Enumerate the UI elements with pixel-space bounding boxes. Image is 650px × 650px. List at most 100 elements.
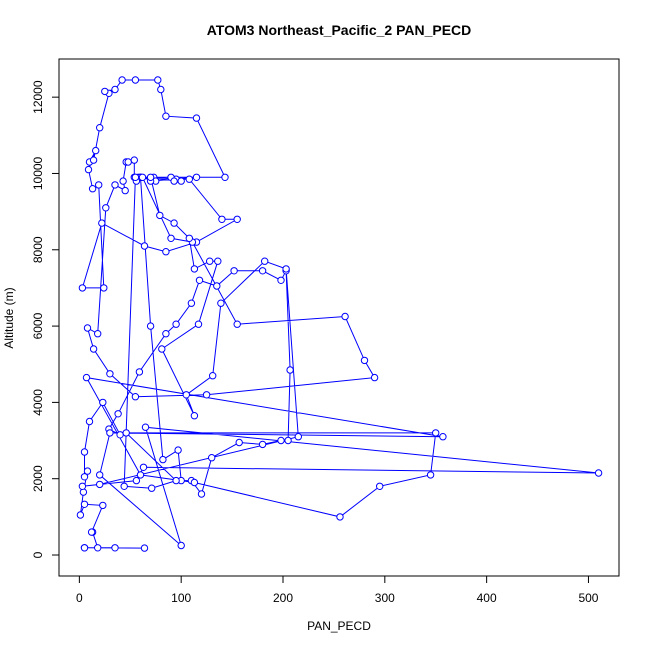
data-point [116,431,124,439]
data-point [258,440,267,449]
data-point [124,158,132,166]
data-point [148,484,156,492]
data-point [78,284,87,292]
data-point [78,482,87,490]
data-point [140,242,149,250]
y-tick-label: 2000 [31,465,45,492]
data-point [120,482,128,490]
y-axis-label: Altitude (m) [2,287,16,348]
y-tick-label: 4000 [31,389,45,416]
data-point [111,85,119,94]
data-point [170,177,178,185]
data-point [83,467,92,475]
data-point [146,173,155,182]
data-point [89,156,98,164]
data-point [197,490,206,498]
data-point [99,501,107,510]
data-point [206,257,214,265]
data-point [135,368,144,376]
data-point [172,320,180,328]
data-point [376,482,384,490]
data-point [439,433,447,441]
x-axis-label: PAN_PECD [307,619,371,633]
data-point [139,463,148,471]
data-point [121,186,129,195]
data-point [106,370,114,378]
data-point [185,175,194,183]
data-point [156,211,164,220]
data-point [84,165,93,174]
data-point [432,429,440,437]
data-point [138,173,147,182]
data-point [96,124,104,132]
data-point [80,544,89,552]
data-point [157,85,165,94]
data-point [88,185,97,193]
x-axis: 0 100 200 300 400 500 [76,575,599,605]
x-tick-label: 0 [76,591,83,605]
data-point [194,320,203,328]
data-point [130,156,139,164]
data-point [92,146,100,155]
data-point [162,112,170,120]
data-point [190,412,199,420]
x-tick-label: 400 [477,591,497,605]
data-point [294,433,302,441]
data-point [96,471,104,479]
data-point [214,257,222,265]
data-point [261,257,269,265]
x-tick-label: 300 [375,591,395,605]
data-point [95,181,103,189]
chart-title: ATOM3 Northeast_Pacific_2 PAN_PECD [207,22,472,38]
data-point [177,541,185,550]
data-point [131,393,140,401]
data-point [118,76,126,84]
data-point [146,322,155,330]
data-point [170,219,178,227]
data-point [360,356,369,365]
y-tick-label: 8000 [31,236,45,263]
y-tick-label: 6000 [31,312,45,339]
y-tick-label: 12000 [31,80,45,114]
data-point [182,391,191,399]
data-point [136,471,145,479]
data-point [202,391,211,399]
y-axis: 0 2000 4000 6000 8000 10000 12000 [31,80,60,558]
data-point [185,234,194,243]
data-point [277,436,285,445]
data-point [141,423,150,431]
data-point [100,284,108,292]
data-point [162,330,170,338]
data-point [336,513,344,521]
data-point [282,265,290,273]
data-point [208,454,216,462]
data-point [132,476,141,485]
data-point [99,398,107,407]
data-point [158,345,166,353]
data-point [159,455,167,464]
data-point [172,476,180,485]
data-series [76,76,603,552]
data-point [177,177,185,185]
data-point [218,215,226,224]
data-point [102,204,110,212]
data-point [233,320,241,328]
data-point [162,248,170,256]
data-point [131,173,140,182]
data-point [190,265,199,273]
data-point [190,478,199,487]
data-point [96,480,104,489]
series-line [79,79,599,549]
data-point [111,181,119,189]
data-point [101,87,109,96]
data-point [80,473,89,481]
data-point [174,446,182,454]
x-tick-label: 500 [578,591,598,605]
data-point [370,373,379,382]
data-point [192,114,201,122]
data-point [87,528,96,536]
data-point [98,219,106,227]
data-point [85,417,94,426]
